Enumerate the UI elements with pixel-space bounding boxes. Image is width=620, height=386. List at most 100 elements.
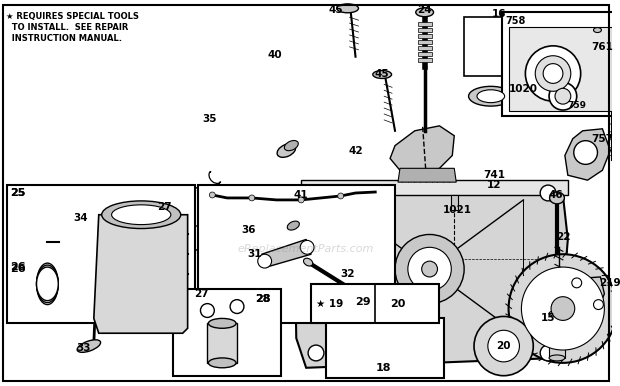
Bar bbox=[173, 289, 281, 376]
Polygon shape bbox=[94, 215, 188, 333]
Polygon shape bbox=[294, 185, 568, 368]
Circle shape bbox=[572, 278, 582, 288]
Ellipse shape bbox=[277, 144, 296, 157]
Polygon shape bbox=[207, 323, 237, 363]
Bar bbox=[418, 34, 432, 38]
Text: 34: 34 bbox=[74, 213, 88, 223]
Ellipse shape bbox=[102, 201, 180, 229]
Circle shape bbox=[258, 254, 272, 268]
Text: 45: 45 bbox=[375, 68, 389, 78]
Text: 20: 20 bbox=[390, 299, 405, 308]
Circle shape bbox=[521, 267, 604, 350]
Circle shape bbox=[230, 300, 244, 313]
Text: 15: 15 bbox=[541, 313, 556, 323]
Polygon shape bbox=[301, 180, 568, 195]
Text: 1020: 1020 bbox=[509, 84, 538, 94]
Text: 12: 12 bbox=[487, 180, 501, 190]
Polygon shape bbox=[398, 168, 456, 182]
Text: 25: 25 bbox=[10, 188, 25, 198]
Bar bbox=[418, 28, 432, 32]
Ellipse shape bbox=[416, 8, 433, 17]
Text: 46: 46 bbox=[549, 190, 564, 200]
Circle shape bbox=[395, 234, 464, 304]
Ellipse shape bbox=[37, 265, 58, 303]
Ellipse shape bbox=[208, 358, 236, 368]
Ellipse shape bbox=[608, 47, 617, 53]
Text: 741: 741 bbox=[483, 170, 505, 180]
Text: 757: 757 bbox=[591, 134, 613, 144]
Circle shape bbox=[474, 317, 533, 376]
Circle shape bbox=[338, 193, 343, 199]
Text: ★ 19: ★ 19 bbox=[316, 299, 343, 308]
Ellipse shape bbox=[339, 200, 352, 210]
Bar bbox=[418, 52, 432, 56]
Ellipse shape bbox=[108, 290, 132, 303]
Text: eReplacementParts.com: eReplacementParts.com bbox=[238, 244, 374, 254]
Circle shape bbox=[574, 141, 598, 164]
Text: 26: 26 bbox=[10, 264, 25, 274]
Bar bbox=[7, 185, 195, 323]
Ellipse shape bbox=[156, 206, 171, 214]
Text: 31: 31 bbox=[247, 249, 262, 259]
Text: 28: 28 bbox=[255, 294, 270, 304]
Text: 22: 22 bbox=[556, 232, 570, 242]
Circle shape bbox=[298, 197, 304, 203]
Ellipse shape bbox=[337, 4, 358, 13]
Ellipse shape bbox=[208, 318, 236, 328]
Circle shape bbox=[300, 240, 314, 254]
Bar bbox=[451, 195, 458, 210]
Ellipse shape bbox=[593, 27, 601, 32]
Ellipse shape bbox=[287, 221, 299, 230]
Text: 29: 29 bbox=[356, 296, 371, 306]
Text: 18: 18 bbox=[376, 363, 391, 373]
Ellipse shape bbox=[112, 205, 171, 225]
Text: 45: 45 bbox=[329, 5, 343, 15]
Bar bbox=[311, 284, 440, 323]
Text: TO INSTALL.  SEE REPAIR: TO INSTALL. SEE REPAIR bbox=[6, 23, 128, 32]
Text: 20: 20 bbox=[497, 341, 511, 351]
Polygon shape bbox=[571, 277, 604, 310]
Circle shape bbox=[308, 345, 324, 361]
Bar bbox=[343, 289, 383, 313]
Text: 758: 758 bbox=[506, 16, 526, 26]
Circle shape bbox=[488, 330, 520, 362]
Polygon shape bbox=[565, 129, 610, 180]
Text: 24: 24 bbox=[417, 5, 432, 15]
Ellipse shape bbox=[373, 71, 392, 78]
Text: 761: 761 bbox=[591, 42, 613, 52]
Text: 36: 36 bbox=[242, 225, 256, 235]
Text: 16: 16 bbox=[492, 9, 506, 19]
Circle shape bbox=[543, 64, 563, 83]
Bar bbox=[418, 22, 432, 26]
Text: 33: 33 bbox=[77, 343, 91, 353]
Ellipse shape bbox=[37, 263, 58, 305]
Polygon shape bbox=[508, 27, 613, 111]
Ellipse shape bbox=[549, 310, 565, 317]
Circle shape bbox=[535, 56, 571, 91]
Circle shape bbox=[540, 345, 556, 361]
Ellipse shape bbox=[469, 86, 513, 106]
Ellipse shape bbox=[280, 223, 297, 236]
Ellipse shape bbox=[77, 340, 100, 352]
Ellipse shape bbox=[285, 141, 298, 151]
Polygon shape bbox=[549, 313, 565, 358]
Text: 42: 42 bbox=[348, 146, 363, 156]
Circle shape bbox=[408, 247, 451, 291]
Ellipse shape bbox=[37, 267, 58, 301]
Circle shape bbox=[308, 185, 324, 201]
Circle shape bbox=[200, 304, 215, 317]
Text: 32: 32 bbox=[340, 269, 355, 279]
Text: 1021: 1021 bbox=[443, 205, 472, 215]
Circle shape bbox=[540, 185, 556, 201]
Bar bbox=[464, 17, 543, 76]
Circle shape bbox=[210, 192, 215, 198]
Text: INSTRUCTION MANUAL.: INSTRUCTION MANUAL. bbox=[6, 34, 122, 43]
Bar bbox=[326, 318, 445, 378]
Circle shape bbox=[593, 300, 603, 310]
Bar bbox=[502, 12, 620, 116]
Ellipse shape bbox=[549, 192, 564, 204]
Bar bbox=[418, 58, 432, 62]
Text: 40: 40 bbox=[267, 50, 282, 60]
Ellipse shape bbox=[304, 258, 312, 266]
Circle shape bbox=[508, 254, 618, 363]
